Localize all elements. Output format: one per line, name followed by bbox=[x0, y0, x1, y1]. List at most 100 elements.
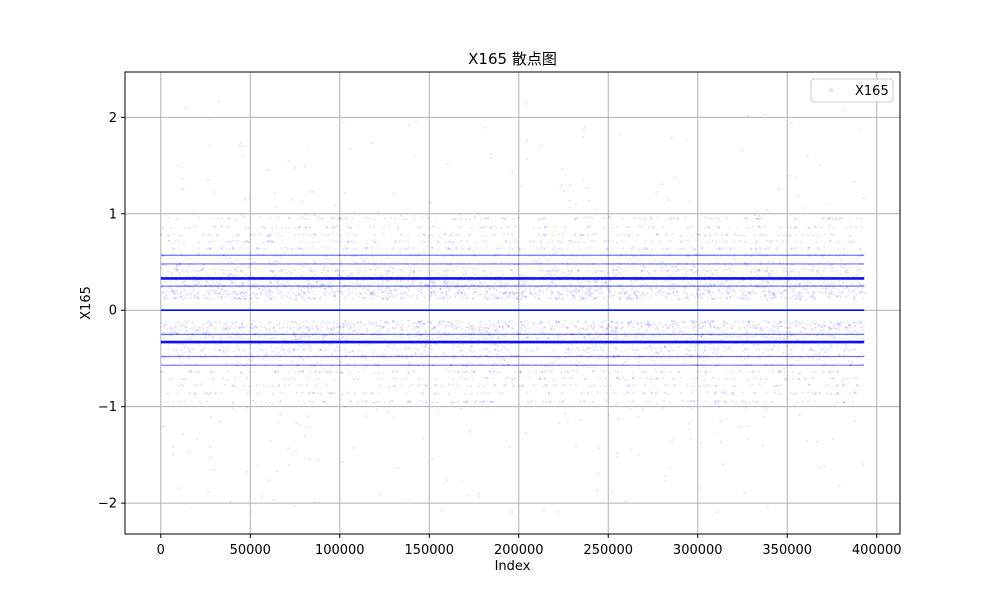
scatter-point bbox=[662, 370, 666, 373]
scatter-point bbox=[721, 233, 724, 236]
scatter-point bbox=[741, 321, 744, 324]
scatter-point bbox=[387, 385, 390, 388]
scatter-point bbox=[858, 270, 862, 273]
scatter-point bbox=[854, 323, 857, 326]
scatter-point bbox=[183, 325, 187, 328]
scatter-point bbox=[429, 280, 432, 283]
scatter-point bbox=[169, 280, 172, 283]
scatter-point bbox=[463, 329, 466, 332]
scatter-point bbox=[222, 350, 225, 353]
scatter-point bbox=[297, 233, 300, 236]
scatter-point bbox=[761, 280, 764, 283]
scatter-point bbox=[443, 282, 447, 285]
scatter-point bbox=[799, 322, 802, 325]
scatter-point bbox=[619, 327, 622, 330]
scatter-point bbox=[444, 241, 447, 244]
scatter-point bbox=[425, 270, 429, 273]
scatter-point bbox=[611, 329, 614, 332]
scatter-point bbox=[546, 288, 549, 291]
scatter-point bbox=[378, 329, 381, 332]
scatter-point bbox=[740, 399, 743, 403]
scatter-point bbox=[482, 400, 485, 403]
scatter-point bbox=[465, 272, 468, 275]
scatter-point bbox=[488, 370, 491, 373]
scatter-point bbox=[578, 295, 581, 298]
scatter-point bbox=[585, 292, 589, 295]
scatter-point bbox=[564, 225, 567, 228]
scatter-point bbox=[394, 240, 397, 243]
scatter-point bbox=[479, 334, 482, 337]
scatter-point bbox=[594, 338, 598, 341]
scatter-point bbox=[524, 320, 527, 323]
scatter-point bbox=[755, 251, 758, 254]
scatter-point bbox=[281, 344, 284, 347]
scatter-point bbox=[387, 286, 390, 289]
scatter-point bbox=[453, 292, 456, 295]
scatter-point bbox=[288, 351, 292, 354]
scatter-point bbox=[184, 292, 188, 295]
scatter-point bbox=[559, 240, 562, 244]
scatter-point bbox=[451, 241, 454, 244]
scatter-point bbox=[822, 269, 826, 272]
scatter-point bbox=[322, 282, 325, 286]
scatter-point bbox=[179, 328, 182, 331]
scatter-point bbox=[280, 391, 283, 394]
scatter-point bbox=[543, 377, 547, 380]
scatter-point bbox=[392, 320, 395, 323]
scatter-point bbox=[221, 328, 224, 331]
scatter-point bbox=[734, 258, 737, 261]
scatter-point bbox=[472, 326, 475, 329]
scatter-point bbox=[725, 234, 728, 237]
scatter-point bbox=[220, 247, 223, 250]
scatter-point bbox=[400, 268, 403, 271]
scatter-point bbox=[295, 321, 298, 325]
scatter-point bbox=[470, 336, 474, 339]
scatter-point bbox=[484, 288, 487, 291]
scatter-point bbox=[828, 296, 831, 299]
scatter-point bbox=[577, 280, 580, 283]
scatter-point bbox=[574, 240, 578, 243]
scatter-point bbox=[693, 248, 696, 251]
scatter-point bbox=[607, 323, 611, 326]
scatter-point bbox=[593, 297, 596, 300]
scatter-point bbox=[240, 269, 243, 272]
scatter-point bbox=[370, 322, 374, 325]
scatter-point bbox=[517, 384, 521, 387]
scatter-point bbox=[189, 336, 192, 339]
scatter-point bbox=[441, 320, 444, 323]
scatter-point bbox=[280, 234, 283, 237]
scatter-point bbox=[342, 336, 345, 339]
scatter-point bbox=[406, 234, 409, 237]
scatter-point bbox=[523, 295, 526, 298]
scatter-point bbox=[303, 325, 306, 328]
scatter-point bbox=[183, 400, 186, 403]
scatter-point bbox=[549, 400, 552, 403]
scatter-point bbox=[536, 293, 540, 296]
scatter-point bbox=[253, 234, 256, 237]
scatter-point bbox=[356, 225, 359, 228]
scatter-point bbox=[196, 291, 199, 294]
scatter-point bbox=[526, 321, 529, 324]
scatter-point bbox=[473, 328, 477, 331]
scatter-point bbox=[526, 401, 529, 404]
scatter-point bbox=[211, 336, 214, 339]
scatter-point bbox=[282, 326, 285, 329]
scatter-point bbox=[359, 292, 362, 295]
scatter-point bbox=[265, 327, 268, 330]
scatter-point bbox=[538, 377, 541, 380]
scatter-point bbox=[562, 297, 565, 300]
scatter-point bbox=[674, 266, 678, 269]
scatter-point bbox=[406, 287, 409, 290]
scatter-point bbox=[430, 291, 433, 294]
scatter-point bbox=[741, 343, 744, 346]
scatter-point bbox=[429, 295, 432, 298]
scatter-point bbox=[494, 348, 497, 351]
scatter-point bbox=[777, 274, 780, 278]
scatter-point bbox=[671, 283, 674, 286]
scatter-point bbox=[458, 226, 461, 229]
scatter-point bbox=[448, 240, 451, 243]
scatter-point bbox=[745, 294, 748, 297]
scatter-point bbox=[275, 324, 278, 327]
scatter-point bbox=[304, 335, 307, 338]
scatter-point bbox=[698, 233, 701, 236]
